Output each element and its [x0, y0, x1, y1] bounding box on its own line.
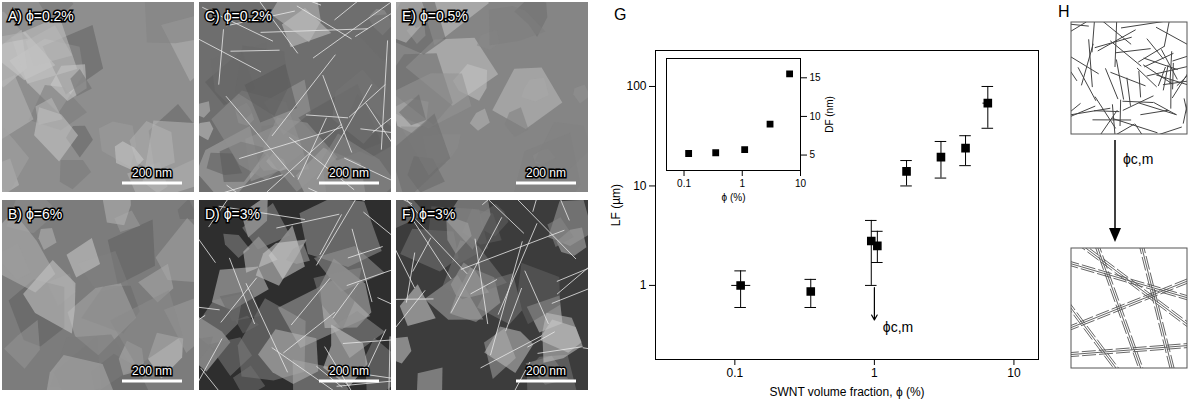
svg-text:200 nm: 200 nm — [132, 166, 172, 180]
svg-text:A) ϕ=0.2%: A) ϕ=0.2% — [8, 8, 74, 24]
svg-text:SWNT volume fraction, ϕ (%): SWNT volume fraction, ϕ (%) — [769, 385, 924, 399]
svg-text:DF (nm): DF (nm) — [824, 96, 835, 133]
svg-text:200 nm: 200 nm — [329, 166, 369, 180]
svg-text:1: 1 — [739, 178, 745, 189]
svg-text:200 nm: 200 nm — [526, 166, 566, 180]
svg-text:10: 10 — [810, 111, 822, 122]
svg-text:100: 100 — [626, 79, 646, 93]
svg-text:ϕc,m: ϕc,m — [883, 319, 913, 335]
svg-text:B) ϕ=6%: B) ϕ=6% — [8, 206, 62, 222]
svg-text:0.1: 0.1 — [727, 366, 744, 380]
svg-text:LF (µm): LF (µm) — [609, 184, 623, 226]
svg-text:H: H — [1058, 3, 1070, 20]
svg-text:200 nm: 200 nm — [132, 364, 172, 378]
svg-text:10: 10 — [795, 178, 807, 189]
svg-text:200 nm: 200 nm — [526, 364, 566, 378]
svg-text:E) ϕ=0.5%: E) ϕ=0.5% — [402, 8, 468, 24]
html-text:G: G — [614, 6, 627, 23]
svg-text:10: 10 — [633, 179, 647, 193]
svg-text:ϕc,m: ϕc,m — [1123, 151, 1153, 167]
svg-text:5: 5 — [810, 149, 816, 160]
svg-text:200 nm: 200 nm — [329, 364, 369, 378]
svg-text:F) ϕ=3%: F) ϕ=3% — [402, 206, 455, 222]
svg-text:10: 10 — [1007, 366, 1021, 380]
svg-text:D) ϕ=3%: D) ϕ=3% — [205, 206, 260, 222]
svg-text:C) ϕ=0.2%: C) ϕ=0.2% — [205, 8, 272, 24]
svg-text:15: 15 — [810, 72, 822, 83]
svg-text:1: 1 — [640, 278, 647, 292]
svg-text:0.1: 0.1 — [677, 178, 691, 189]
svg-text:1: 1 — [871, 366, 878, 380]
svg-text:ϕ (%): ϕ (%) — [722, 192, 746, 203]
